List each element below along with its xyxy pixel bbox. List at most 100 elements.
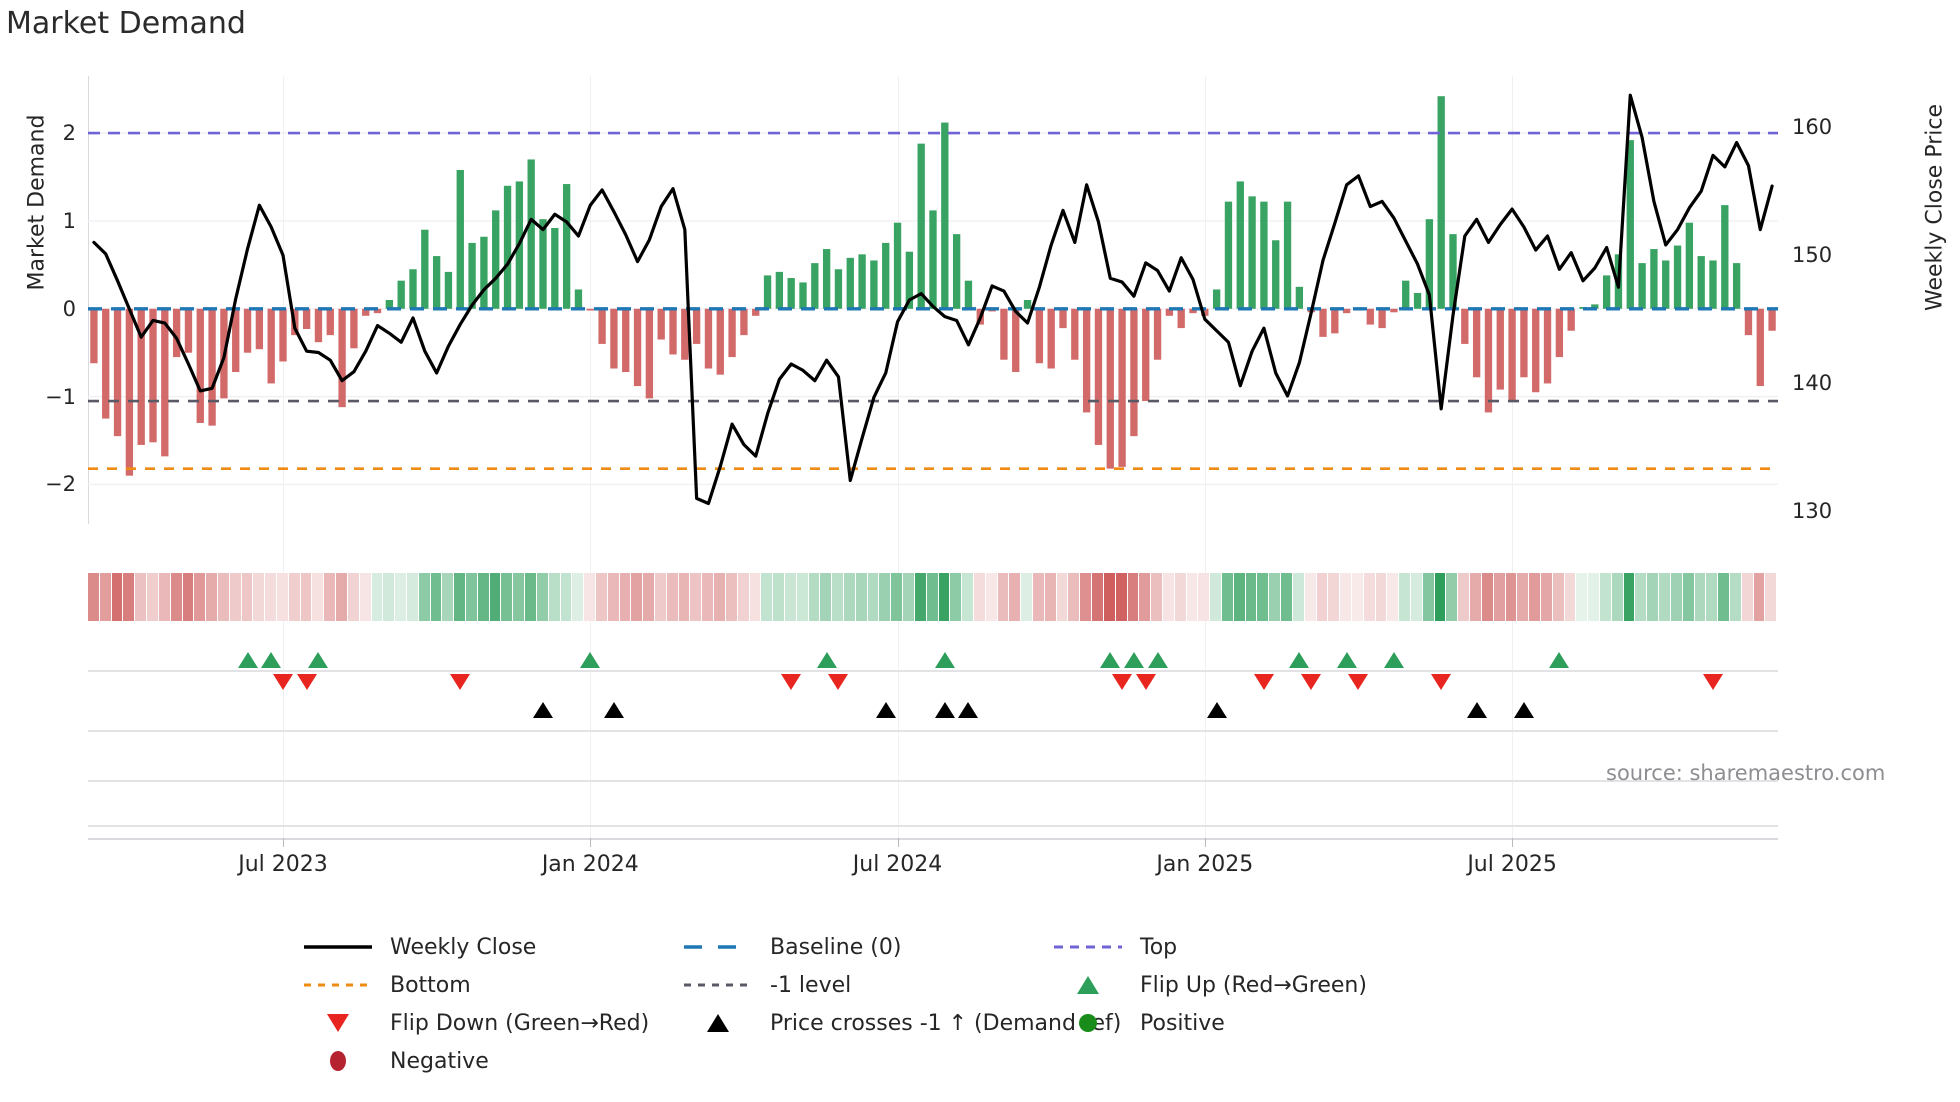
heat-cell [1493, 573, 1505, 621]
demand-bar [456, 169, 464, 309]
heat-cell [926, 573, 938, 621]
demand-bar [232, 308, 240, 373]
legend-item-flip-up[interactable]: Flip Up (Red→Green) [1050, 966, 1450, 1004]
heat-cell [761, 573, 773, 621]
x-tick-label: Jul 2023 [238, 852, 328, 877]
flip-down-marker [1253, 674, 1274, 690]
demand-bar [1650, 249, 1658, 309]
legend-swatch-circle [330, 1051, 346, 1071]
demand-bar [279, 308, 287, 362]
heat-cell [773, 573, 784, 621]
demand-bar [799, 282, 807, 309]
demand-bar [149, 308, 157, 443]
heat-cell [631, 573, 643, 621]
legend-item-price-crosses[interactable]: Price crosses -1 ↑ (Demand ref) [680, 1004, 1121, 1042]
heat-cell [1765, 573, 1777, 621]
gridline-vertical [283, 76, 284, 838]
heat-cell [867, 573, 879, 621]
legend-item-weekly-close[interactable]: Weekly Close [300, 928, 680, 966]
triangle-down-red-icon [300, 1011, 376, 1035]
heat-cell [808, 573, 820, 621]
heat-cell [1505, 573, 1517, 621]
flip-up-marker [1289, 652, 1310, 668]
legend-item-negative[interactable]: Negative [300, 1042, 680, 1080]
demand-bar [917, 143, 925, 309]
flip-up-marker [1383, 652, 1404, 668]
demand-bar [775, 271, 784, 309]
demand-bar [964, 280, 973, 309]
heat-cell [1411, 573, 1422, 621]
demand-bar [692, 308, 701, 344]
heat-cell [147, 573, 158, 621]
demand-bar [752, 308, 760, 316]
demand-bar [1295, 286, 1304, 309]
demand-bar [763, 275, 772, 309]
y-tick-label-right: 160 [1792, 115, 1833, 140]
heat-cell [324, 573, 336, 621]
demand-bar [1744, 308, 1753, 336]
legend-item-positive[interactable]: Positive [1050, 1004, 1450, 1042]
demand-bar [125, 308, 134, 476]
heat-cell [1753, 573, 1765, 621]
heat-cell [1233, 573, 1245, 621]
y-tick-label-left: 0 [62, 296, 76, 321]
heat-cell [1446, 573, 1458, 621]
heat-cell [678, 573, 690, 621]
heat-cell [619, 573, 631, 621]
demand-bar [1732, 263, 1741, 309]
demand-bar [102, 308, 110, 419]
heat-cell [832, 573, 843, 621]
demand-bar [1662, 260, 1670, 309]
heat-cell [1600, 573, 1611, 621]
legend-item-bottom[interactable]: Bottom [300, 966, 680, 1004]
flip-up-marker [308, 652, 329, 668]
heat-cell [277, 573, 288, 621]
legend-item-minus-one-level[interactable]: -1 level [680, 966, 1050, 1004]
price-cross-marker [1466, 702, 1487, 718]
heat-cell [359, 573, 371, 621]
demand-bar [326, 308, 334, 336]
heat-cell [1139, 573, 1151, 621]
legend-item-top[interactable]: Top [1050, 928, 1450, 966]
legend-swatch-triangle-up [707, 1014, 729, 1032]
heat-cell [1458, 573, 1470, 621]
demand-bar [137, 308, 145, 445]
heat-cell [466, 573, 477, 621]
demand-bar [834, 269, 843, 309]
y-axis-right-label: Weekly Close Price [1922, 104, 1948, 311]
heat-cell [1718, 573, 1729, 621]
demand-bar [1413, 292, 1422, 309]
demand-bar [1697, 256, 1705, 309]
price-cross-marker [603, 702, 624, 718]
demand-bar [562, 184, 571, 309]
legend-item-flip-down[interactable]: Flip Down (Green→Red) [300, 1004, 680, 1042]
heat-cell [844, 573, 855, 621]
demand-bar [172, 308, 181, 358]
heat-cell [595, 573, 607, 621]
triangle-up-green-icon [1050, 973, 1126, 997]
heat-cell [796, 573, 808, 621]
heat-cell [891, 573, 903, 621]
legend-item-label: Flip Down (Green→Red) [390, 1010, 650, 1036]
heat-cell [666, 573, 678, 621]
flip-up-marker [580, 652, 601, 668]
heat-cell [170, 573, 182, 621]
heat-cell [938, 573, 950, 621]
demand-bar [196, 308, 204, 423]
demand-bar [1555, 308, 1564, 358]
demand-bar [1532, 308, 1540, 393]
heat-cell [1470, 573, 1481, 621]
demand-bar [941, 122, 949, 309]
heat-cell [1694, 573, 1706, 621]
demand-bar [208, 308, 216, 426]
heat-cell [88, 573, 99, 621]
heat-cell [997, 573, 1009, 621]
demand-bar [1437, 96, 1445, 309]
demand-bar [728, 308, 736, 358]
price-cross-marker [533, 702, 553, 718]
legend-item-label: Bottom [390, 972, 471, 998]
demand-bar [882, 242, 890, 309]
flip-down-marker [781, 674, 802, 690]
heat-cell [1434, 573, 1446, 621]
legend-item-baseline[interactable]: Baseline (0) [680, 928, 1050, 966]
